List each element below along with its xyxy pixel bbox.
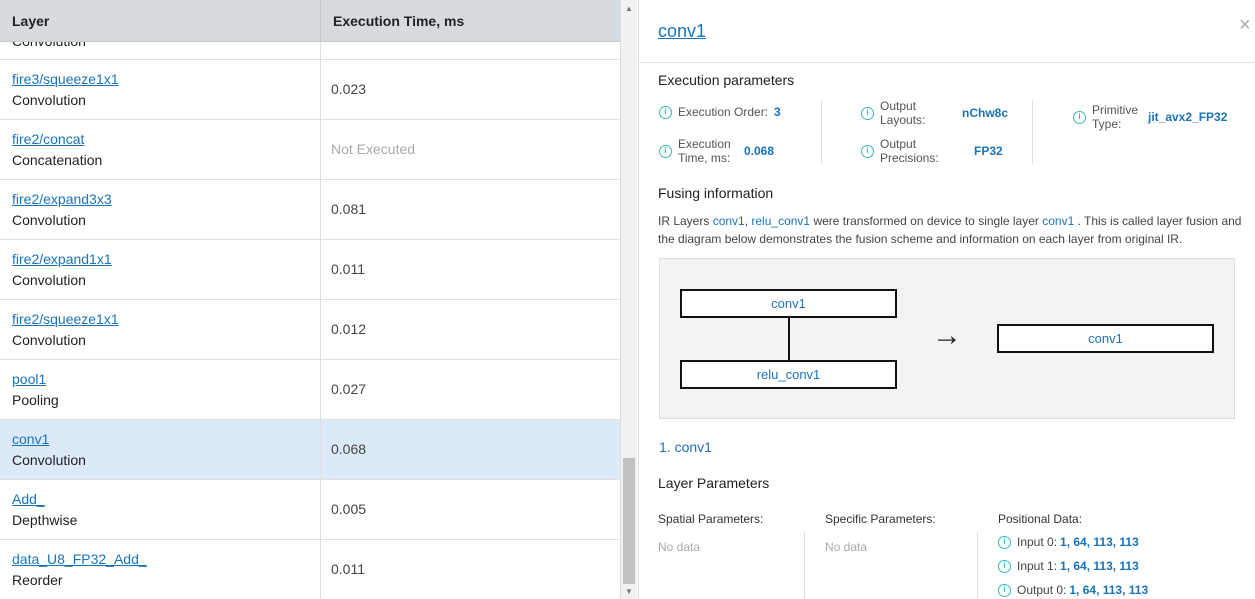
layer-type: Convolution [12,92,86,108]
layer-name-link[interactable]: fire2/expand3x3 [12,191,112,207]
info-icon[interactable]: i [998,535,1011,549]
table-row[interactable]: Add_ Depthwise 0.005 [0,480,620,540]
layer-name-link[interactable]: conv1 [12,431,50,447]
layer-type: Depthwise [12,512,78,528]
execution-time: i Execution Time, ms: 0.068 [659,137,789,165]
execution-time: 0.068 [331,441,367,457]
layers-table: Layer Execution Time, ms Convolution fir… [0,0,621,599]
layer-title-link[interactable]: conv1 [658,21,707,41]
spatial-parameters-label: Spatial Parameters: [658,512,764,526]
diagram-node[interactable]: relu_conv1 [680,360,897,389]
execution-order: i Execution Order: 3 [659,105,781,119]
info-icon[interactable]: i [998,583,1011,597]
layer-type: Convolution [12,452,86,468]
fusion-diagram: conv1 relu_conv1 → conv1 [659,258,1235,419]
layer-details-panel: conv1 × Execution parameters i Execution … [638,0,1255,599]
layer-type: Pooling [12,392,59,408]
arrow-right-icon: → [932,319,962,352]
spatial-parameters-value: No data [658,540,701,554]
specific-parameters-label: Specific Parameters: [825,512,936,526]
table-header: Layer Execution Time, ms [0,0,620,42]
execution-time: 0.023 [331,81,367,97]
table-row[interactable]: fire2/expand3x3 Convolution 0.081 [0,180,620,240]
layer-parameters-heading: Layer Parameters [658,475,770,491]
specific-parameters-value: No data [825,540,868,554]
scroll-down-icon[interactable]: ▼ [625,587,633,596]
table-row[interactable]: fire2/squeeze1x1 Convolution 0.012 [0,300,620,360]
layer-type: Convolution [12,332,86,348]
positional-data-item: i Input 1: 1, 64, 113, 113 [998,559,1139,573]
execution-time: Not Executed [331,141,416,157]
layer-name-link[interactable]: fire2/concat [12,131,85,147]
table-row[interactable]: fire2/concat Concatenation Not Executed [0,120,620,180]
fusing-information-heading: Fusing information [658,185,774,201]
table-row[interactable]: data_U8_FP32_Add_ Reorder 0.011 [0,540,620,599]
output-layouts: i Output Layouts: nChw8c [861,99,1008,127]
info-icon[interactable]: i [1073,110,1086,124]
diagram-node[interactable]: conv1 [997,324,1214,353]
column-header-layer[interactable]: Layer [0,0,321,41]
info-icon[interactable]: i [861,144,874,158]
table-row[interactable]: conv1 Convolution 0.068 [0,420,620,480]
layer-type: Concatenation [12,152,103,168]
diagram-node[interactable]: conv1 [680,289,897,318]
info-icon[interactable]: i [659,144,672,158]
layer-name-link[interactable]: fire2/squeeze1x1 [12,311,119,327]
output-precisions: i Output Precisions: FP32 [861,137,1003,165]
info-icon[interactable]: i [998,559,1011,573]
scrollbar[interactable]: ▲ ▼ [621,0,637,599]
layer-name-link[interactable]: pool1 [12,371,47,387]
fusing-description: IR Layers conv1, relu_conv1 were transfo… [658,214,1242,246]
execution-time: 0.012 [331,321,367,337]
layer-name-link[interactable]: Add_ [12,491,45,507]
scrollbar-thumb[interactable] [623,458,635,584]
positional-data-label: Positional Data: [998,512,1083,526]
layer-name-link[interactable]: fire2/expand1x1 [12,251,112,267]
table-row[interactable]: fire2/expand1x1 Convolution 0.011 [0,240,620,300]
column-header-time[interactable]: Execution Time, ms [333,13,465,29]
layer-name-link[interactable]: data_U8_FP32_Add_ [12,551,147,567]
execution-time: 0.011 [331,561,365,577]
layer-type: Convolution [12,272,86,288]
scroll-up-icon[interactable]: ▲ [625,4,633,13]
positional-data-item: i Input 0: 1, 64, 113, 113 [998,535,1139,549]
execution-time: 0.011 [331,261,365,277]
execution-time: 0.005 [331,501,367,517]
layer-heading: 1. conv1 [659,439,712,455]
table-row[interactable]: fire3/squeeze1x1 Convolution 0.023 [0,60,620,120]
info-icon[interactable]: i [861,106,874,120]
primitive-type: i Primitive Type: jit_avx2_FP32 [1073,103,1227,131]
close-icon[interactable]: × [1239,14,1251,36]
execution-time: 0.027 [331,381,367,397]
info-icon[interactable]: i [659,105,672,119]
table-row[interactable]: pool1 Pooling 0.027 [0,360,620,420]
execution-parameters-heading: Execution parameters [658,72,795,88]
execution-time: 0.081 [331,201,367,217]
layer-type: Convolution [12,212,86,228]
layer-name-link[interactable]: fire3/squeeze1x1 [12,71,119,87]
layer-type: Reorder [12,572,63,588]
positional-data-item: i Output 0: 1, 64, 113, 113 [998,583,1148,597]
